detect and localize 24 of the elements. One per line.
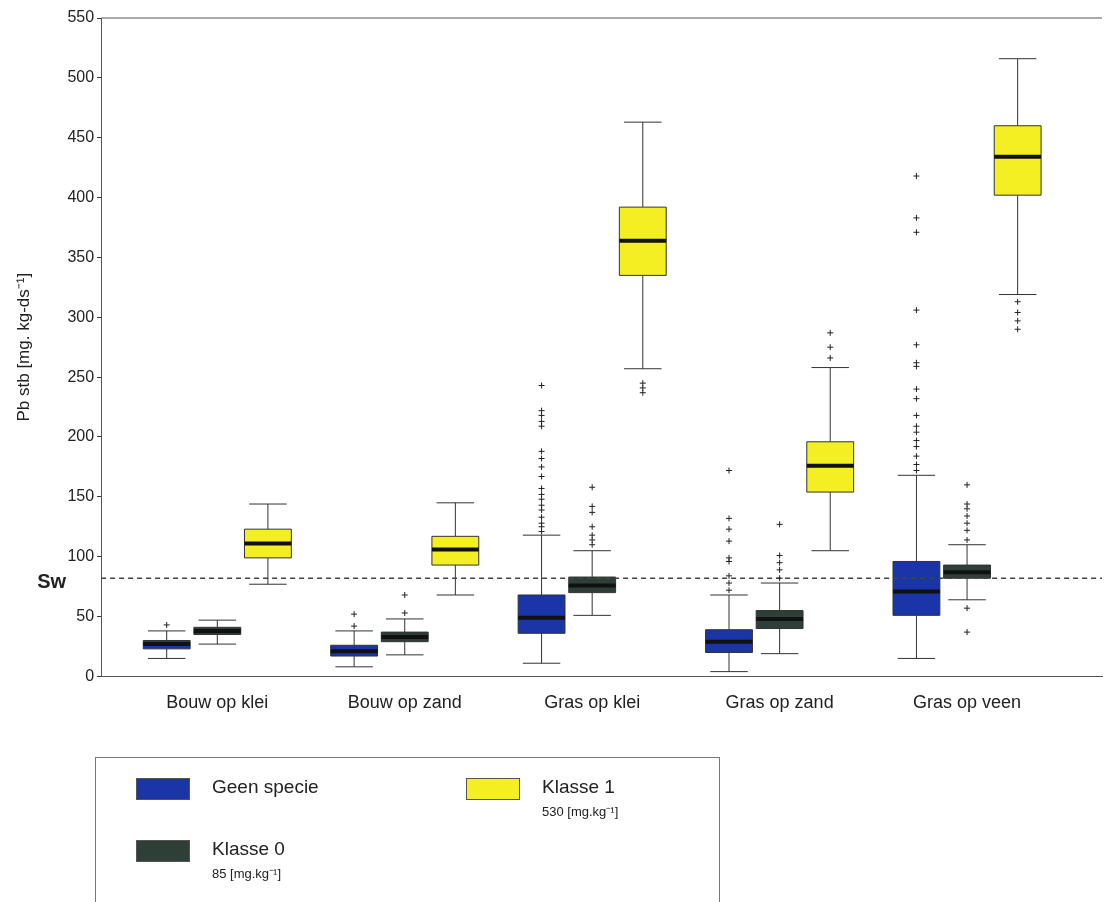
y-tick-label: 50 <box>76 606 95 624</box>
y-tick-label: 0 <box>85 666 95 684</box>
y-tick-label: 350 <box>67 247 95 265</box>
y-tick-label: 300 <box>67 307 95 325</box>
y-tick-label: 100 <box>67 547 95 565</box>
x-tick-label: Gras op veen <box>913 692 1022 713</box>
x-tick-label: Bouw op zand <box>347 692 462 713</box>
y-tick-label: 400 <box>67 187 95 205</box>
legend-label: Klasse 1 <box>542 776 616 798</box>
y-tick-label: 250 <box>67 367 95 385</box>
y-axis-title: Pb stb [mg. kg-ds⁻¹] <box>13 272 33 422</box>
y-tick-label: 200 <box>67 427 95 445</box>
legend-label: Geen specie <box>212 776 319 798</box>
ref-line-label: Sw <box>37 569 67 592</box>
y-tick-label: 150 <box>67 487 95 505</box>
x-tick-label: Gras op klei <box>544 692 641 713</box>
text: 530 [mg.kg⁻¹] <box>542 803 619 820</box>
y-tick-label: 450 <box>67 128 95 146</box>
x-tick-label: Bouw op klei <box>166 692 269 713</box>
y-tick-label: 550 <box>67 8 95 26</box>
y-tick-label: 500 <box>67 68 95 86</box>
text: 85 [mg.kg⁻¹] <box>212 865 283 882</box>
x-tick-label: Gras op zand <box>725 692 834 713</box>
legend-label: Klasse 0 <box>212 838 285 860</box>
